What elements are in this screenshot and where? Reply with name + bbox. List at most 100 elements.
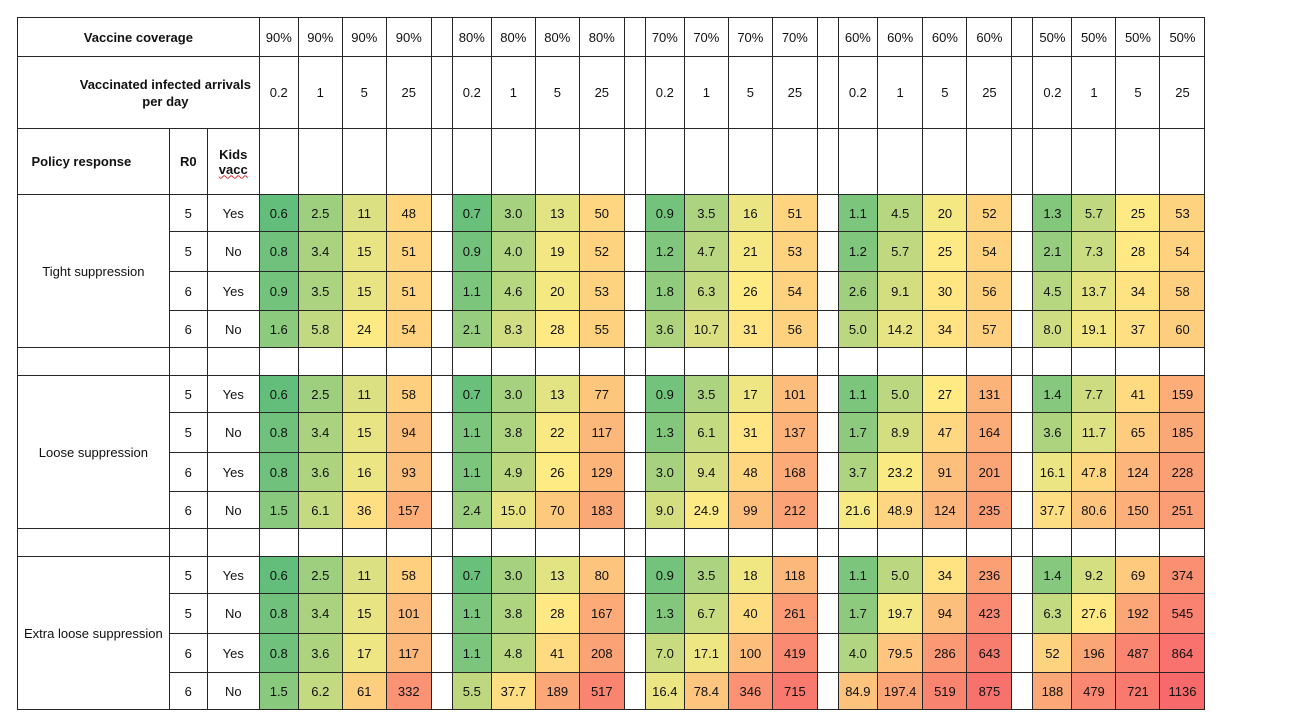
value-cell: 84.9 <box>837 672 878 710</box>
empty-cell <box>816 347 839 376</box>
value-cell: 53 <box>1159 194 1206 232</box>
empty-cell <box>490 528 536 557</box>
spacer-cell <box>430 56 453 129</box>
value-cell: 1.6 <box>258 310 299 348</box>
coverage-cell: 80% <box>490 17 536 57</box>
value-cell: 22 <box>534 412 580 453</box>
value-cell: 137 <box>771 412 818 453</box>
value-cell: 15 <box>341 271 387 311</box>
r0-cell: 6 <box>168 672 208 710</box>
value-cell: 21.6 <box>837 491 878 529</box>
value-cell: 3.4 <box>297 412 343 453</box>
arrivals-cell: 5 <box>341 56 387 129</box>
value-cell: 164 <box>966 412 1013 453</box>
table-row: 6 No 1.6 5.8 24 54 2.1 8.3 28 55 3.6 10.7 31 56 5.0 14.… <box>18 310 1206 348</box>
spacer-cell <box>1011 310 1034 348</box>
value-cell: 0.9 <box>644 375 685 413</box>
spacer-cell <box>430 491 453 529</box>
spacer-cell <box>623 310 646 348</box>
spacer-cell <box>816 271 839 311</box>
value-cell: 1.7 <box>837 593 878 634</box>
kids-vacc-cell: Yes <box>206 556 260 594</box>
value-cell: 16.4 <box>644 672 685 710</box>
kids-vacc-cell: Yes <box>206 375 260 413</box>
value-cell: 48 <box>385 194 432 232</box>
value-cell: 54 <box>966 231 1013 272</box>
empty-cell <box>727 347 773 376</box>
block-separator-row <box>17 528 1206 557</box>
value-cell: 3.0 <box>490 194 536 232</box>
coverage-cell: 60% <box>922 17 968 57</box>
value-cell: 6.3 <box>683 271 729 311</box>
value-cell: 208 <box>578 633 625 673</box>
coverage-cell: 70% <box>771 17 818 57</box>
value-cell: 188 <box>1032 672 1073 710</box>
spacer-cell <box>816 17 839 57</box>
spacer-cell <box>816 412 839 453</box>
spacer-cell <box>430 17 453 57</box>
value-cell: 37 <box>1115 310 1161 348</box>
spacer-cell <box>623 375 646 413</box>
empty-cell <box>385 128 432 195</box>
kids-vacc-cell: No <box>206 491 260 529</box>
value-cell: 864 <box>1159 633 1206 673</box>
r0-cell: 6 <box>168 310 208 348</box>
empty-cell <box>727 528 773 557</box>
value-cell: 643 <box>966 633 1013 673</box>
value-cell: 487 <box>1115 633 1161 673</box>
block-separator-row <box>17 347 1206 376</box>
spacer-cell <box>430 310 453 348</box>
spacer-cell <box>623 231 646 272</box>
empty-cell <box>1159 347 1206 376</box>
empty-cell <box>17 347 170 376</box>
value-cell: 1.2 <box>837 231 878 272</box>
spacer-cell <box>1011 633 1034 673</box>
value-cell: 715 <box>771 672 818 710</box>
value-cell: 37.7 <box>490 672 536 710</box>
r0-cell: 5 <box>168 231 208 272</box>
value-cell: 58 <box>1159 271 1206 311</box>
empty-cell <box>876 347 924 376</box>
value-cell: 0.8 <box>258 231 299 272</box>
value-cell: 53 <box>578 271 625 311</box>
policy-name: Loose suppression <box>17 375 170 529</box>
empty-cell <box>1159 128 1206 195</box>
value-cell: 517 <box>578 672 625 710</box>
arrivals-cell: 0.2 <box>644 56 685 129</box>
value-cell: 3.6 <box>297 452 343 492</box>
value-cell: 34 <box>922 310 968 348</box>
value-cell: 332 <box>385 672 432 710</box>
column-header-row: Policy response R0 Kids vacc <box>17 128 1206 195</box>
empty-cell <box>258 528 299 557</box>
empty-cell <box>430 528 453 557</box>
value-cell: 4.6 <box>490 271 536 311</box>
spacer-cell <box>623 271 646 311</box>
value-cell: 60 <box>1159 310 1206 348</box>
value-cell: 251 <box>1159 491 1206 529</box>
value-cell: 6.2 <box>297 672 343 710</box>
value-cell: 2.4 <box>451 491 492 529</box>
empty-cell <box>727 128 773 195</box>
value-cell: 117 <box>385 633 432 673</box>
value-cell: 26 <box>727 271 773 311</box>
value-cell: 261 <box>771 593 818 634</box>
value-cell: 15 <box>341 412 387 453</box>
value-cell: 1.1 <box>451 452 492 492</box>
value-cell: 15 <box>341 593 387 634</box>
empty-cell <box>206 528 260 557</box>
spacer-cell <box>623 593 646 634</box>
value-cell: 17 <box>341 633 387 673</box>
value-cell: 3.6 <box>297 633 343 673</box>
coverage-cell: 90% <box>341 17 387 57</box>
value-cell: 346 <box>727 672 773 710</box>
spacer-cell <box>623 128 646 195</box>
arrivals-cell: 1 <box>490 56 536 129</box>
table-row: Extra loose suppression 5 Yes 0.6 2.5 11 58 0.7… <box>17 556 1206 710</box>
value-cell: 2.1 <box>1032 231 1073 272</box>
value-cell: 5.7 <box>876 231 924 272</box>
arrivals-cell: 1 <box>1071 56 1117 129</box>
value-cell: 1.1 <box>451 271 492 311</box>
r0-cell: 6 <box>168 491 208 529</box>
empty-cell <box>430 347 453 376</box>
value-cell: 197.4 <box>876 672 924 710</box>
